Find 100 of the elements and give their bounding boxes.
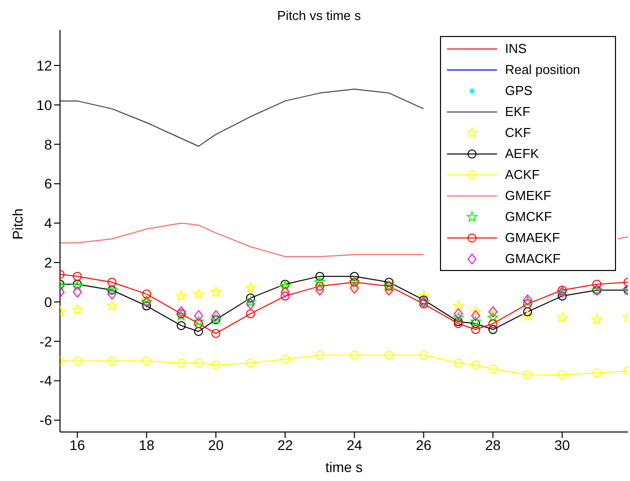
point <box>107 288 116 300</box>
point <box>211 328 220 338</box>
point <box>315 282 324 291</box>
point <box>211 310 220 322</box>
legend-label: GMCKF <box>505 209 552 224</box>
point <box>454 308 463 320</box>
point <box>72 356 82 366</box>
point <box>523 307 532 316</box>
point <box>176 321 186 330</box>
point <box>106 300 118 310</box>
point <box>194 358 204 368</box>
point <box>592 368 602 378</box>
point <box>176 309 186 318</box>
legend-label: GMACKF <box>505 251 561 266</box>
point <box>454 358 463 368</box>
point <box>194 310 204 322</box>
legend-label: Real position <box>505 62 580 77</box>
point <box>193 288 204 299</box>
legend-label: EKF <box>505 104 530 119</box>
point <box>471 319 480 328</box>
chart-title: Pitch vs time s <box>276 8 362 23</box>
legend-label: AEFK <box>505 146 539 161</box>
y-tick-label: 6 <box>44 176 52 192</box>
point <box>246 309 255 318</box>
point <box>470 316 481 326</box>
point <box>246 358 255 368</box>
point <box>592 280 602 289</box>
point <box>384 350 394 360</box>
point <box>194 327 204 336</box>
y-tick-label: 4 <box>44 215 52 232</box>
legend-label: INS <box>505 41 527 56</box>
point <box>592 314 602 324</box>
point <box>471 310 480 322</box>
x-tick-label: 18 <box>138 436 155 453</box>
x-tick-label: 30 <box>554 436 570 453</box>
point <box>523 299 532 308</box>
y-tick-label: -6 <box>40 412 52 428</box>
y-tick-label: -4 <box>40 372 52 389</box>
point <box>488 364 498 374</box>
point <box>350 350 359 360</box>
point <box>280 286 290 298</box>
point <box>471 325 480 334</box>
legend-label: GMEKF <box>505 188 552 203</box>
point <box>558 286 567 295</box>
x-tick-label: 22 <box>277 436 294 453</box>
line-series <box>60 88 424 147</box>
point <box>193 316 204 326</box>
y-tick-label: -2 <box>40 333 52 350</box>
x-tick-label: 26 <box>416 436 432 453</box>
point <box>72 286 82 298</box>
y-tick-label: 12 <box>36 57 52 74</box>
x-axis-title: time s <box>325 459 363 475</box>
point <box>314 276 326 287</box>
y-tick-label: 10 <box>36 96 52 113</box>
x-tick-label: 24 <box>346 436 362 453</box>
point <box>471 360 480 370</box>
point <box>488 312 498 322</box>
point <box>280 292 290 301</box>
point <box>419 350 428 360</box>
point <box>176 306 186 318</box>
point <box>176 290 186 301</box>
y-tick-label: 0 <box>44 294 52 310</box>
point <box>246 294 255 302</box>
point <box>176 358 186 368</box>
y-axis-title: Pitch <box>10 208 26 240</box>
point <box>107 356 116 366</box>
point <box>453 312 464 322</box>
point <box>470 306 481 316</box>
x-tick-label: 20 <box>208 436 224 453</box>
point <box>419 299 428 308</box>
point <box>488 319 498 328</box>
x-tick-label: 16 <box>70 436 86 453</box>
point <box>488 325 498 334</box>
point <box>246 298 255 310</box>
point <box>142 301 152 310</box>
point <box>194 319 204 328</box>
point <box>142 290 152 299</box>
point <box>107 278 116 287</box>
point <box>523 370 532 380</box>
point <box>245 282 256 293</box>
point <box>211 360 220 370</box>
point <box>384 278 394 287</box>
x-tick-label: 28 <box>485 436 501 453</box>
point <box>556 312 568 322</box>
point <box>142 356 152 366</box>
point <box>210 286 222 297</box>
y-tick-label: 2 <box>44 254 52 270</box>
point <box>418 290 429 301</box>
point <box>315 350 324 360</box>
point <box>245 296 256 306</box>
point <box>350 272 359 281</box>
legend-label: GPS <box>505 83 532 98</box>
point <box>315 284 324 296</box>
point <box>558 370 567 380</box>
point <box>453 300 464 310</box>
y-tick-label: 8 <box>44 136 52 152</box>
legend-label: ACKF <box>505 167 540 182</box>
point <box>72 304 83 314</box>
point <box>315 272 324 281</box>
point <box>72 272 82 281</box>
